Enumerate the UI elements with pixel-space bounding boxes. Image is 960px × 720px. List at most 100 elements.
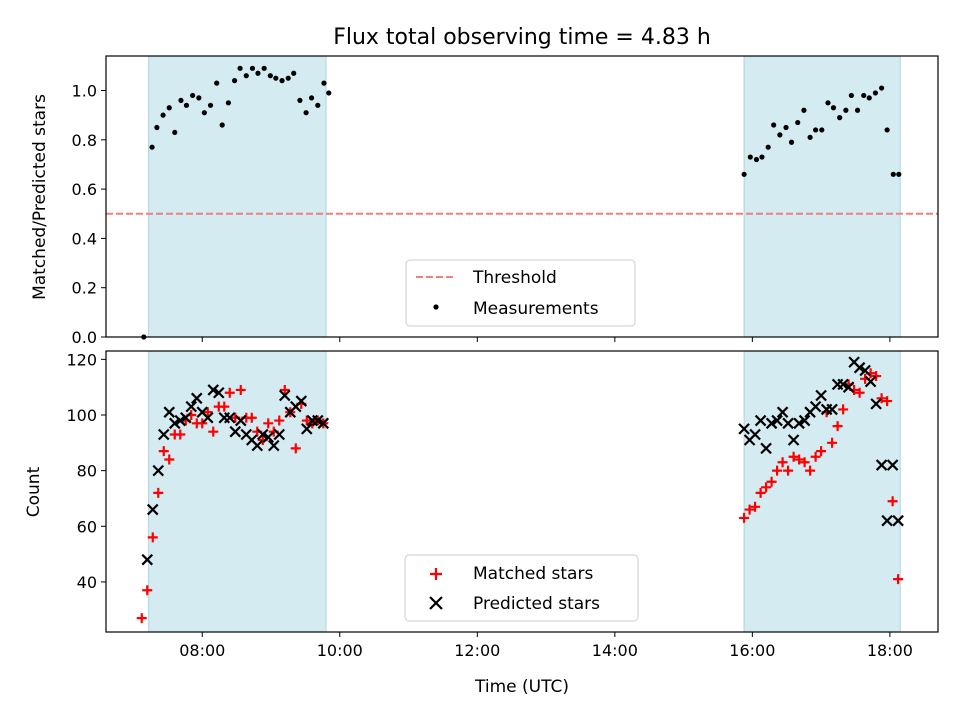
top-shaded-window <box>148 55 327 338</box>
predicted-stars-point <box>152 464 165 477</box>
measurement-point <box>303 110 309 116</box>
matched-stars-point <box>153 487 164 498</box>
top-y-tick-label: 0.4 <box>72 229 97 248</box>
predicted-stars-point <box>201 411 214 424</box>
bottom-y-tick-label: 100 <box>66 406 97 425</box>
measurement-point <box>801 107 807 113</box>
predicted-stars-point <box>157 428 170 441</box>
bottom-shaded-window <box>148 350 327 633</box>
matched-stars-point <box>744 504 755 515</box>
measurement-point <box>795 119 801 126</box>
measurement-point <box>830 105 837 111</box>
measurement-point <box>201 110 207 116</box>
matched-stars-point <box>882 396 893 407</box>
predicted-stars-point <box>782 417 794 430</box>
matched-stars-point <box>777 457 788 468</box>
predicted-stars-point <box>185 400 198 413</box>
measurement-point <box>848 92 854 99</box>
matched-stars-point <box>854 387 865 398</box>
predicted-stars-point <box>262 431 275 444</box>
matched-stars-point <box>274 415 285 426</box>
matched-stars-point <box>246 412 257 423</box>
predicted-stars-point <box>842 381 855 393</box>
top-y-tick-label: 1.0 <box>72 82 97 101</box>
measurement-point <box>297 97 303 103</box>
matched-stars-point <box>175 429 186 440</box>
predicted-stars-point <box>749 428 761 441</box>
predicted-stars-point <box>892 514 904 527</box>
measurement-point <box>807 134 813 140</box>
matched-stars-point <box>750 501 761 512</box>
measurement-point <box>279 78 285 84</box>
measurement-point <box>315 102 321 108</box>
measurement-point <box>321 80 327 86</box>
measurement-point <box>819 127 825 133</box>
bottom-y-tick-label: 80 <box>77 462 97 481</box>
matched-stars-point <box>805 465 816 476</box>
legend-predicted-label: Predicted stars <box>473 594 600 614</box>
predicted-stars-point <box>837 378 849 391</box>
predicted-stars-point <box>809 400 822 413</box>
legend-matched-swatch <box>430 568 442 580</box>
measurement-point <box>866 95 872 101</box>
predicted-stars-point <box>787 434 800 446</box>
legend-matched-label: Matched stars <box>473 564 593 584</box>
x-tick-label: 14:00 <box>592 641 638 660</box>
x-tick-label: 18:00 <box>867 641 913 660</box>
bottom-axes-frame <box>105 350 939 633</box>
predicted-stars-point <box>793 417 805 430</box>
measurement-point <box>326 90 332 96</box>
measurement-point <box>225 100 231 106</box>
predicted-stars-point <box>278 389 291 402</box>
matched-stars-point <box>838 404 849 415</box>
predicted-stars-point <box>141 553 154 566</box>
matched-stars-point <box>158 446 169 457</box>
measurement-point <box>837 115 843 121</box>
predicted-stars-point <box>875 459 888 471</box>
matched-stars-point <box>739 512 750 523</box>
measurement-point <box>741 171 747 177</box>
x-tick-label: 10:00 <box>317 641 363 660</box>
predicted-stars-point <box>853 361 866 374</box>
measurement-point <box>160 112 166 118</box>
predicted-stars-point <box>776 406 789 418</box>
matched-stars-point <box>893 574 904 585</box>
legend-predicted-swatch <box>429 596 443 610</box>
predicted-stars-point <box>859 364 871 377</box>
measurement-point <box>765 144 771 150</box>
matched-stars-point <box>887 496 898 507</box>
top-y-tick-label: 0.6 <box>72 180 97 199</box>
measurement-point <box>896 171 902 177</box>
measurement-point <box>214 80 220 86</box>
measurement-point <box>255 70 261 76</box>
top-y-tick-label: 0.0 <box>72 328 97 347</box>
measurement-point <box>172 129 178 136</box>
predicted-stars-point <box>870 398 882 410</box>
measurement-point <box>267 73 273 79</box>
measurement-point <box>178 97 184 103</box>
predicted-stars-point <box>826 403 838 416</box>
predicted-stars-point <box>738 423 750 435</box>
matched-stars-point <box>788 451 799 462</box>
predicted-stars-point <box>223 411 236 424</box>
x-tick-label: 16:00 <box>729 641 775 660</box>
measurement-point <box>759 154 765 160</box>
matched-stars-point <box>876 393 887 404</box>
matched-stars-point <box>827 437 838 448</box>
predicted-stars-point <box>312 414 324 427</box>
predicted-stars-point <box>301 423 313 435</box>
predicted-stars-point <box>881 514 893 527</box>
predicted-stars-point <box>886 459 899 471</box>
measurement-point <box>243 73 249 79</box>
matched-stars-point <box>816 446 827 457</box>
top-legend-box <box>405 259 636 327</box>
bottom-subplot: 40 60 80 100 120 08:00 10:00 12:00 14:00 16:00 18:… <box>66 350 939 660</box>
legend-measurements-label: Measurements <box>473 299 599 319</box>
measurement-point <box>219 122 225 128</box>
predicted-stars-point <box>207 384 220 396</box>
matched-stars-point <box>290 443 301 454</box>
matched-stars-point <box>136 613 147 624</box>
matched-stars-point <box>147 532 158 543</box>
measurement-point <box>747 154 753 160</box>
predicted-stars-point <box>229 425 242 438</box>
